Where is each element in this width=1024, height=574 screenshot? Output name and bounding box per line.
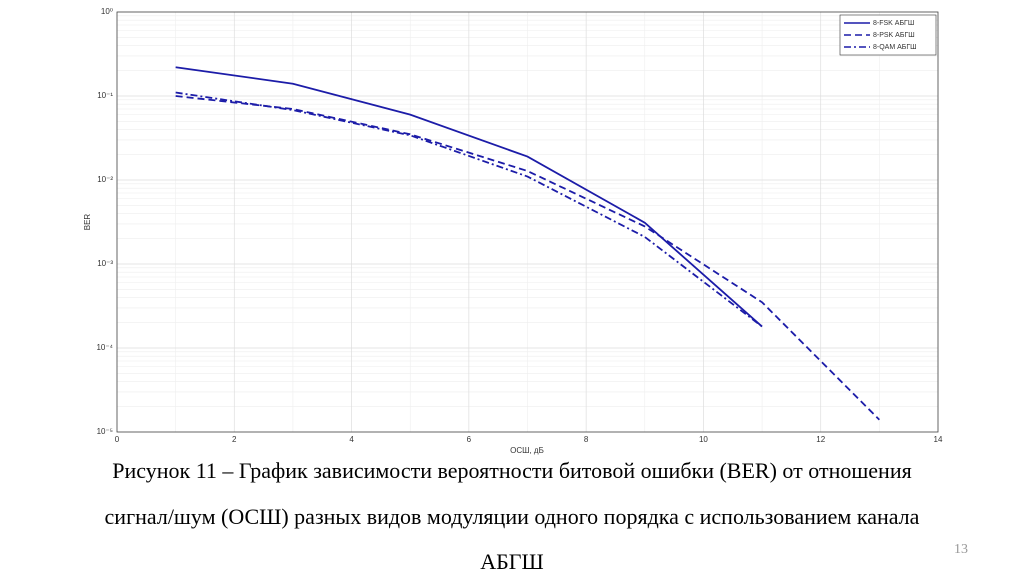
legend-label: 8-PSK АБГШ	[873, 32, 915, 39]
plot	[175, 66, 880, 421]
y-tick-label: 10⁻³	[97, 259, 113, 268]
axes-frame	[116, 11, 939, 433]
y-tick-label: 10⁻⁴	[96, 343, 113, 352]
caption-line: АБГШ	[480, 549, 543, 574]
y-tick-label: 10⁻¹	[97, 91, 113, 100]
grid: 10⁻⁵ 10⁻⁴ 10⁻³ 10⁻² 10⁻¹ 10⁰ 0 2 4 6 8 10 12 14	[96, 7, 943, 444]
legend-label: 8-QAM АБГШ	[873, 44, 917, 51]
series-line	[175, 95, 880, 421]
y-axis-label: BER	[83, 214, 92, 231]
x-tick-label: 6	[467, 435, 472, 444]
x-tick-label: 0	[115, 435, 120, 444]
series-line	[175, 66, 763, 328]
x-tick-label: 4	[349, 435, 354, 444]
page-number: 13	[954, 542, 968, 557]
caption-line: Рисунок 11 – График зависимости вероятно…	[112, 458, 911, 483]
x-axis-label: ОСШ, дБ	[510, 446, 544, 455]
y-tick-label: 10⁻⁵	[97, 427, 113, 436]
x-tick-label: 12	[816, 435, 825, 444]
x-tick-label: 14	[934, 435, 943, 444]
x-tick-label: 8	[584, 435, 589, 444]
caption-line: сигнал/шум (ОСШ) разных видов модуляции …	[105, 504, 920, 529]
x-tick-label: 2	[232, 435, 237, 444]
y-tick-label: 10⁻²	[97, 175, 113, 184]
y-tick-label: 10⁰	[101, 7, 113, 16]
series-line	[175, 91, 763, 328]
x-tick-label: 10	[699, 435, 708, 444]
legend: 8-FSK АБГШ 8-PSK АБГШ 8-QAM АБГШ	[839, 14, 937, 56]
legend-label: 8-FSK АБГШ	[873, 20, 914, 27]
